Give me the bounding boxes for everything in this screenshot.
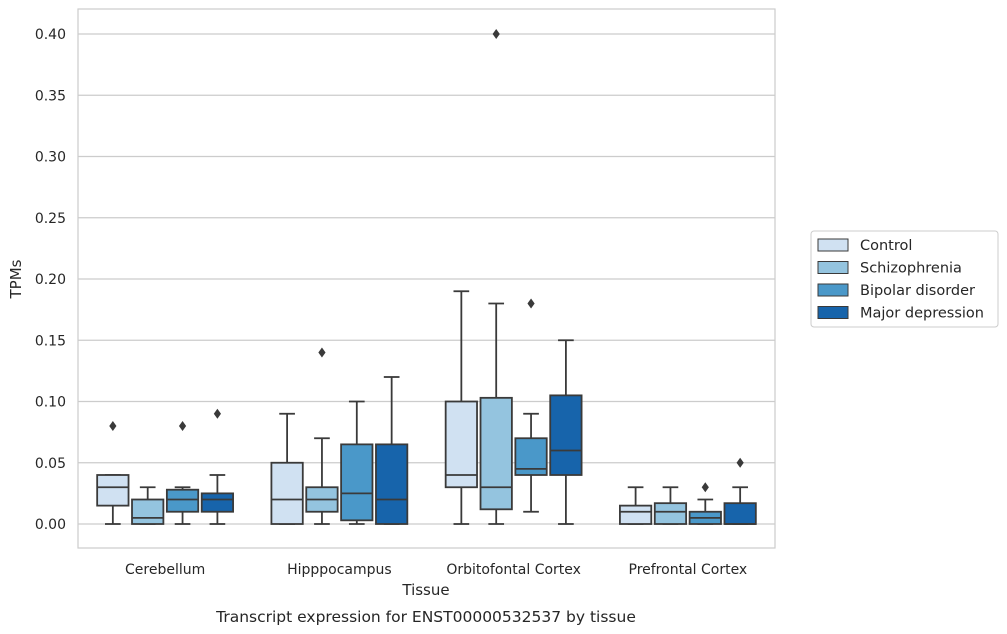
outlier-point xyxy=(492,29,500,39)
box-0-0 xyxy=(96,421,130,525)
box-iqr xyxy=(165,488,200,513)
box-0-2 xyxy=(165,421,200,525)
y-tick-label: 0.25 xyxy=(35,211,66,227)
legend-label: Bipolar disorder xyxy=(860,283,975,299)
outlier-point xyxy=(527,298,535,309)
legend-item: Control xyxy=(817,238,912,254)
y-tick-label: 0.40 xyxy=(35,27,66,43)
outlier-point xyxy=(109,421,117,431)
x-tick-label: Prefrontal Cortex xyxy=(629,562,748,578)
x-tick-label: Orbitofontal Cortex xyxy=(446,562,581,578)
box-iqr xyxy=(270,461,304,525)
legend: Control Schizophrenia Bipolar disorder Majo… xyxy=(810,230,999,328)
box-1-2 xyxy=(340,400,374,525)
box-1-1 xyxy=(305,347,339,525)
boxes xyxy=(96,29,757,525)
box-iqr xyxy=(444,400,478,489)
box-iqr xyxy=(96,474,130,507)
y-tick-label: 0.20 xyxy=(35,272,66,288)
chart-caption: Transcript expression for ENST0000053253… xyxy=(215,608,636,626)
y-tick-label: 0.00 xyxy=(35,517,66,533)
x-tick-label: Cerebellum xyxy=(125,562,205,578)
y-tick-label: 0.30 xyxy=(35,150,66,166)
legend-item: Schizophrenia xyxy=(817,261,962,277)
outlier-point xyxy=(736,457,744,468)
y-tick-label: 0.05 xyxy=(35,456,66,472)
y-axis-ticks: 0.00 0.05 0.10 0.15 0.20 0.25 0.30 0.35 0.40 xyxy=(35,27,66,533)
box-iqr xyxy=(131,498,165,525)
box-iqr xyxy=(619,504,653,525)
x-axis-label: Tissue xyxy=(401,581,449,599)
outlier-point xyxy=(701,482,709,493)
legend-label: Major depression xyxy=(860,306,984,322)
box-iqr xyxy=(200,492,234,513)
x-tick-label: Hipppocampus xyxy=(287,562,392,578)
x-axis-ticks: Cerebellum Hipppocampus Orbitofontal Corte… xyxy=(125,562,747,578)
box-iqr xyxy=(723,502,757,525)
box-iqr xyxy=(653,502,688,525)
box-iqr xyxy=(340,443,374,522)
legend-label: Schizophrenia xyxy=(860,261,962,277)
y-tick-label: 0.15 xyxy=(35,333,66,349)
box-0-3 xyxy=(200,408,234,525)
legend-swatch xyxy=(817,238,849,252)
legend-frame xyxy=(810,230,999,328)
outlier-point xyxy=(178,421,187,431)
box-2-1 xyxy=(479,29,513,525)
gridlines xyxy=(78,33,775,525)
y-tick-label: 0.35 xyxy=(35,88,66,104)
box-3-2 xyxy=(688,482,722,525)
legend-label: Control xyxy=(860,238,912,254)
box-2-3 xyxy=(549,339,583,525)
legend-item: Major depression xyxy=(817,306,984,322)
outlier-point xyxy=(318,347,326,358)
box-1-0 xyxy=(270,412,304,525)
box-1-3 xyxy=(375,376,409,525)
box-iqr xyxy=(375,443,409,525)
legend-swatch xyxy=(817,306,849,319)
legend-swatch xyxy=(817,261,849,274)
legend-item: Bipolar disorder xyxy=(817,283,975,299)
box-3-1 xyxy=(653,486,688,525)
legend-swatch xyxy=(817,283,849,297)
box-0-1 xyxy=(131,486,165,525)
box-iqr xyxy=(549,394,583,476)
box-2-0 xyxy=(444,290,478,525)
y-axis-label: TPMs xyxy=(7,259,25,299)
box-3-3 xyxy=(723,457,757,525)
outlier-point xyxy=(213,408,221,419)
box-3-0 xyxy=(619,486,653,525)
box-2-2 xyxy=(514,298,548,513)
box-iqr xyxy=(479,396,513,511)
y-tick-label: 0.10 xyxy=(35,395,66,411)
plot-area-frame xyxy=(77,8,776,549)
